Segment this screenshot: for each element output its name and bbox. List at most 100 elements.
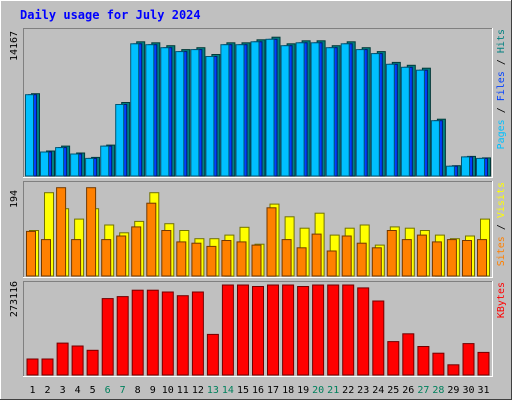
x-tick-label-day-20: 20: [312, 385, 324, 396]
bar-kbytes-day-2: [41, 358, 54, 376]
bar-kbytes-day-8: [131, 289, 144, 376]
bar-sites-day-1: [26, 230, 36, 277]
x-tick-label-day-25: 25: [387, 385, 399, 396]
legend-part-1: /: [496, 218, 507, 236]
bar-kbytes-day-23: [357, 287, 370, 376]
x-tick-label-day-26: 26: [402, 385, 414, 396]
bar-kbytes-day-26: [402, 333, 415, 376]
x-tick-label-day-24: 24: [372, 385, 384, 396]
x-tick-label-day-18: 18: [282, 385, 294, 396]
bar-kbytes-day-19: [297, 286, 310, 376]
x-tick-label-day-31: 31: [477, 385, 489, 396]
panel-hits-files-pages: 14167 Pages / Files / Hits: [9, 28, 507, 178]
bar-sites-day-2: [41, 239, 51, 277]
bar-sites-day-5: [86, 187, 97, 277]
x-tick-label-day-7: 7: [120, 385, 126, 396]
x-tick-label-day-6: 6: [105, 385, 111, 396]
x-tick-label-day-10: 10: [162, 385, 174, 396]
x-tick-label-day-27: 27: [417, 385, 429, 396]
bar-sites-day-17: [266, 207, 277, 277]
bar-kbytes-day-16: [252, 286, 264, 376]
bar-kbytes-day-22: [342, 284, 355, 376]
bar-sites-day-22: [341, 235, 352, 277]
bar-kbytes-day-24: [372, 300, 385, 376]
legend-part-0: Sites: [496, 236, 507, 266]
bar-pages-day-23: [355, 49, 365, 177]
x-tick-label-day-30: 30: [462, 385, 474, 396]
x-tick-label-day-12: 12: [192, 385, 204, 396]
bar-kbytes-day-13: [206, 333, 219, 376]
bar-sites-day-9: [146, 202, 157, 277]
bar-sites-day-26: [401, 239, 412, 277]
bar-pages-day-17: [265, 38, 275, 177]
bar-kbytes-day-9: [146, 289, 159, 376]
x-tick-label-day-13: 13: [207, 385, 219, 396]
x-tick-label-day-22: 22: [342, 385, 354, 396]
x-tick-label-day-1: 1: [29, 385, 35, 396]
bar-kbytes-day-20: [312, 284, 325, 376]
bar-pages-day-7: [115, 104, 125, 177]
x-tick-label-day-29: 29: [447, 385, 459, 396]
bar-sites-day-16: [251, 244, 262, 277]
bar-pages-day-3: [55, 147, 65, 177]
bar-sites-day-27: [416, 234, 427, 277]
bar-kbytes-day-27: [417, 346, 430, 376]
x-tick-label-day-14: 14: [222, 385, 234, 396]
bar-sites-day-10: [161, 230, 172, 277]
x-tick-label-day-9: 9: [150, 385, 156, 396]
bar-kbytes-day-4: [71, 345, 84, 376]
bar-sites-day-18: [281, 239, 292, 277]
bar-pages-day-28: [430, 120, 440, 177]
bar-pages-day-29: [445, 165, 455, 177]
bar-sites-day-7: [116, 235, 127, 277]
panel-max-label: 273116: [9, 281, 20, 317]
bar-kbytes-day-17: [267, 284, 279, 376]
bar-kbytes-day-11: [176, 295, 189, 376]
bar-sites-day-20: [311, 233, 322, 277]
bar-pages-day-10: [160, 47, 170, 177]
bar-pages-day-22: [340, 43, 350, 177]
bar-kbytes-day-25: [387, 341, 400, 376]
bar-sites-day-12: [191, 242, 202, 277]
bar-pages-day-9: [145, 44, 155, 177]
x-tick-label-day-16: 16: [252, 385, 264, 396]
x-tick-label-day-3: 3: [60, 385, 66, 396]
x-tick-label-day-8: 8: [135, 385, 141, 396]
bar-pages-day-31: [476, 157, 485, 177]
x-tick-label-day-17: 17: [267, 385, 279, 396]
bar-sites-day-25: [386, 230, 397, 277]
bar-sites-day-28: [431, 241, 442, 277]
x-tick-label-day-5: 5: [90, 385, 96, 396]
bar-pages-day-25: [385, 63, 395, 177]
bar-pages-day-19: [295, 42, 305, 177]
bar-sites-day-14: [221, 240, 232, 277]
bar-pages-day-6: [100, 145, 110, 177]
x-tick-label-day-2: 2: [44, 385, 50, 396]
legend-part-1: /: [496, 101, 507, 119]
bar-sites-day-8: [131, 226, 142, 277]
panel-legend: Sites / Visits: [496, 182, 507, 266]
panel-max-label: 14167: [9, 31, 20, 61]
bar-sites-day-30: [462, 240, 472, 277]
bar-kbytes-day-7: [116, 296, 129, 376]
bar-sites-day-29: [446, 239, 457, 277]
bar-pages-day-24: [370, 53, 380, 177]
bar-pages-day-20: [310, 42, 320, 177]
x-axis-tick-labels: 1 2 3 4 5 6 7 8 9 10 11 12 13 14 15 16 17 18 19 20 21 22 23 24 2…: [29, 385, 489, 396]
panel-visits-sites: 194 Sites / Visits: [9, 181, 507, 278]
legend-part-2: Files: [496, 71, 507, 101]
bar-kbytes-day-29: [447, 364, 460, 376]
bar-kbytes-day-6: [101, 298, 114, 376]
bar-sites-day-11: [176, 241, 187, 277]
bar-kbytes-day-5: [86, 349, 99, 376]
bar-pages-day-14: [220, 44, 230, 177]
x-tick-label-day-21: 21: [327, 385, 339, 396]
bar-sites-day-15: [236, 241, 247, 277]
legend-part-2: Visits: [496, 182, 507, 218]
bar-pages-day-30: [461, 156, 470, 177]
panel-legend: Pages / Files / Hits: [496, 29, 507, 149]
bar-pages-day-26: [400, 66, 410, 177]
bar-sites-day-23: [356, 242, 367, 277]
bar-sites-day-4: [71, 239, 82, 277]
